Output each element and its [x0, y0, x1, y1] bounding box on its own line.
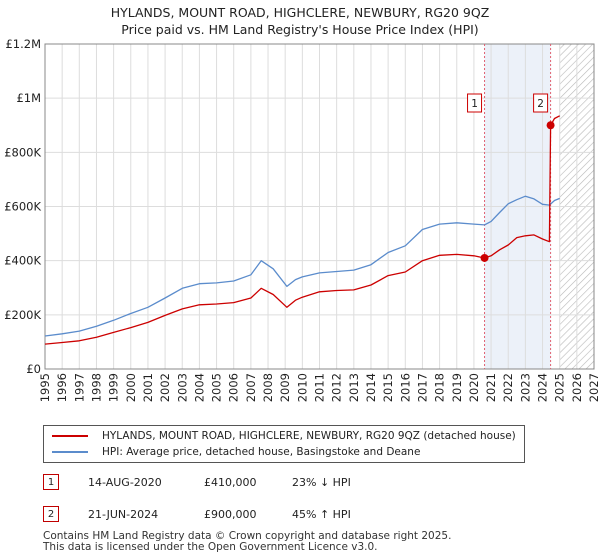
x-tick-label: 2003 — [175, 373, 189, 402]
y-tick-label: £1.2M — [5, 37, 41, 51]
x-tick-label: 2016 — [398, 373, 412, 402]
x-tick-label: 2026 — [570, 373, 584, 402]
chart-title-line2: Price paid vs. HM Land Registry's House … — [121, 22, 479, 37]
x-tick-label: 1996 — [55, 373, 69, 402]
x-tick-label: 2025 — [553, 373, 567, 402]
hpi-line — [44, 195, 560, 337]
legend-swatch-property — [52, 435, 88, 437]
transaction-badge-2: 2 — [43, 506, 59, 522]
x-tick-label: 2008 — [261, 373, 275, 402]
legend-label-property: HYLANDS, MOUNT ROAD, HIGHCLERE, NEWBURY,… — [102, 430, 516, 442]
y-tick-label: £400K — [4, 254, 41, 268]
x-tick-label: 2001 — [141, 373, 155, 402]
y-tick-label: £0 — [26, 362, 41, 376]
x-tick-label: 2007 — [244, 373, 258, 402]
x-tick-label: 2010 — [295, 373, 309, 402]
x-tick-label: 2014 — [364, 373, 378, 402]
transaction-marker-box-1 — [467, 93, 483, 113]
x-tick-label: 2013 — [347, 373, 361, 402]
transaction-badge-1: 1 — [43, 474, 59, 490]
x-tick-label: 1995 — [38, 373, 52, 402]
footer-licence: This data is licensed under the Open Gov… — [43, 541, 378, 553]
x-tick-label: 2006 — [227, 373, 241, 402]
transaction-date-2: 21-JUN-2024 — [88, 507, 159, 521]
x-tick-label: 2012 — [330, 373, 344, 402]
y-tick-label: £800K — [4, 145, 41, 159]
y-tick-label: £200K — [4, 308, 41, 322]
transaction-row-1: 1 14-AUG-2020 £410,000 23% ↓ HPI — [43, 473, 351, 491]
transaction-point-2 — [546, 121, 555, 130]
transaction-price-2: £900,000 — [204, 507, 257, 521]
x-tick-label: 2023 — [518, 373, 532, 402]
x-tick-label: 1999 — [107, 373, 121, 402]
legend-label-hpi: HPI: Average price, detached house, Basi… — [102, 446, 421, 458]
transaction-point-1 — [480, 253, 489, 262]
footer: Contains HM Land Registry data © Crown c… — [43, 531, 451, 553]
x-tick-label: 2011 — [313, 373, 327, 402]
transaction-marker-label-1: 1 — [471, 98, 478, 110]
transaction-date-1: 14-AUG-2020 — [88, 475, 162, 489]
x-tick-label: 2017 — [415, 373, 429, 402]
x-tick-label: 2005 — [210, 373, 224, 402]
transaction-marker-box-2 — [533, 93, 549, 113]
x-tick-label: 2019 — [450, 373, 464, 402]
chart-title: HYLANDS, MOUNT ROAD, HIGHCLERE, NEWBURY,… — [0, 4, 600, 38]
chart-title-line1: HYLANDS, MOUNT ROAD, HIGHCLERE, NEWBURY,… — [110, 5, 490, 20]
x-tick-label: 2015 — [381, 373, 395, 402]
y-tick-label: £1M — [16, 91, 41, 105]
x-tick-label: 2024 — [536, 373, 550, 402]
x-tick-label: 2018 — [433, 373, 447, 402]
x-tick-label: 1998 — [89, 373, 103, 402]
x-tick-label: 2002 — [158, 373, 172, 402]
x-tick-label: 2027 — [587, 373, 600, 402]
transaction-marker-label-2: 2 — [537, 98, 544, 110]
property-price-line — [44, 115, 560, 345]
legend-item-hpi: HPI: Average price, detached house, Basi… — [52, 444, 420, 460]
x-tick-label: 2022 — [501, 373, 515, 402]
legend: HYLANDS, MOUNT ROAD, HIGHCLERE, NEWBURY,… — [43, 425, 525, 463]
transaction-hpi-2: 45% ↑ HPI — [292, 507, 351, 521]
plot-frame — [44, 43, 595, 370]
legend-swatch-hpi — [52, 451, 88, 453]
legend-item-property: HYLANDS, MOUNT ROAD, HIGHCLERE, NEWBURY,… — [52, 428, 516, 444]
transaction-row-2: 2 21-JUN-2024 £900,000 45% ↑ HPI — [43, 505, 351, 523]
x-tick-label: 2021 — [484, 373, 498, 402]
footer-copyright: Contains HM Land Registry data © Crown c… — [43, 530, 452, 542]
x-tick-label: 2020 — [467, 373, 481, 402]
x-tick-label: 1997 — [72, 373, 86, 402]
transaction-hpi-1: 23% ↓ HPI — [292, 475, 351, 489]
transaction-price-1: £410,000 — [204, 475, 257, 489]
x-tick-label: 2000 — [124, 373, 138, 402]
x-tick-label: 2009 — [278, 373, 292, 402]
y-tick-label: £600K — [4, 200, 41, 214]
x-tick-label: 2004 — [192, 373, 206, 402]
